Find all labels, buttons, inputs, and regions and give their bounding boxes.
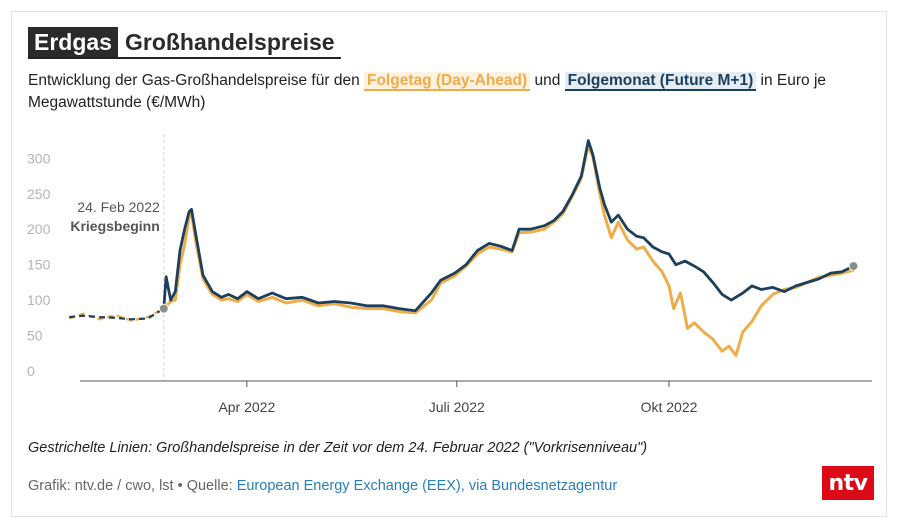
event-label: Kriegsbeginn (70, 218, 159, 234)
subtitle-part2: und (530, 72, 565, 89)
series-line-day-ahead-pre-crisis (68, 307, 165, 322)
x-tick-label: Okt 2022 (641, 399, 698, 415)
subtitle-part3: in Euro je Megawattstunde (€/MWh) (28, 72, 827, 111)
y-tick-label: 0 (27, 363, 35, 379)
y-axis-ticks: 0 50 100 150 200 250 300 (27, 150, 51, 379)
source-line: Grafik: ntv.de / cwo, lst • Quelle: Euro… (28, 478, 617, 494)
series-line-future (162, 139, 855, 313)
end-marker (848, 261, 859, 272)
y-tick-label: 150 (27, 257, 51, 273)
y-tick-label: 300 (27, 150, 51, 166)
chart-card (11, 11, 887, 517)
footnote: Gestrichelte Linien: Großhandelspreise i… (28, 440, 648, 456)
legend-future: Folgemonat (Future M+1) (564, 72, 757, 91)
chart-subtitle: Entwicklung der Gas-Großhandelspreise fü… (28, 70, 868, 114)
y-tick-label: 100 (27, 292, 51, 308)
y-tick-label: 200 (27, 221, 51, 237)
ntv-logo: ntv (822, 466, 874, 500)
legend-day-ahead: Folgetag (Day-Ahead) (364, 72, 531, 91)
source-prefix: Grafik: ntv.de / cwo, lst • Quelle: (28, 478, 237, 494)
series-line-day-ahead (162, 144, 855, 357)
title-main: Erdgas (28, 27, 118, 57)
series-line-future-pre-crisis (69, 307, 165, 321)
event-date-label: 24. Feb 2022 (77, 199, 160, 215)
series-group (68, 139, 855, 357)
subtitle-part1: Entwicklung der Gas-Großhandelspreise fü… (28, 72, 364, 89)
x-axis-ticks: Apr 2022 Juli 2022 Okt 2022 (218, 381, 698, 415)
x-tick-label: Juli 2022 (429, 399, 485, 415)
y-tick-label: 250 (27, 186, 51, 202)
title-sub: Großhandelspreise (124, 29, 335, 55)
chart-title: Erdgas Großhandelspreise (28, 27, 341, 59)
event-marker (158, 303, 169, 314)
source-link[interactable]: European Energy Exchange (EEX), via Bund… (236, 478, 618, 494)
y-tick-label: 50 (27, 328, 43, 344)
x-tick-label: Apr 2022 (218, 399, 275, 415)
